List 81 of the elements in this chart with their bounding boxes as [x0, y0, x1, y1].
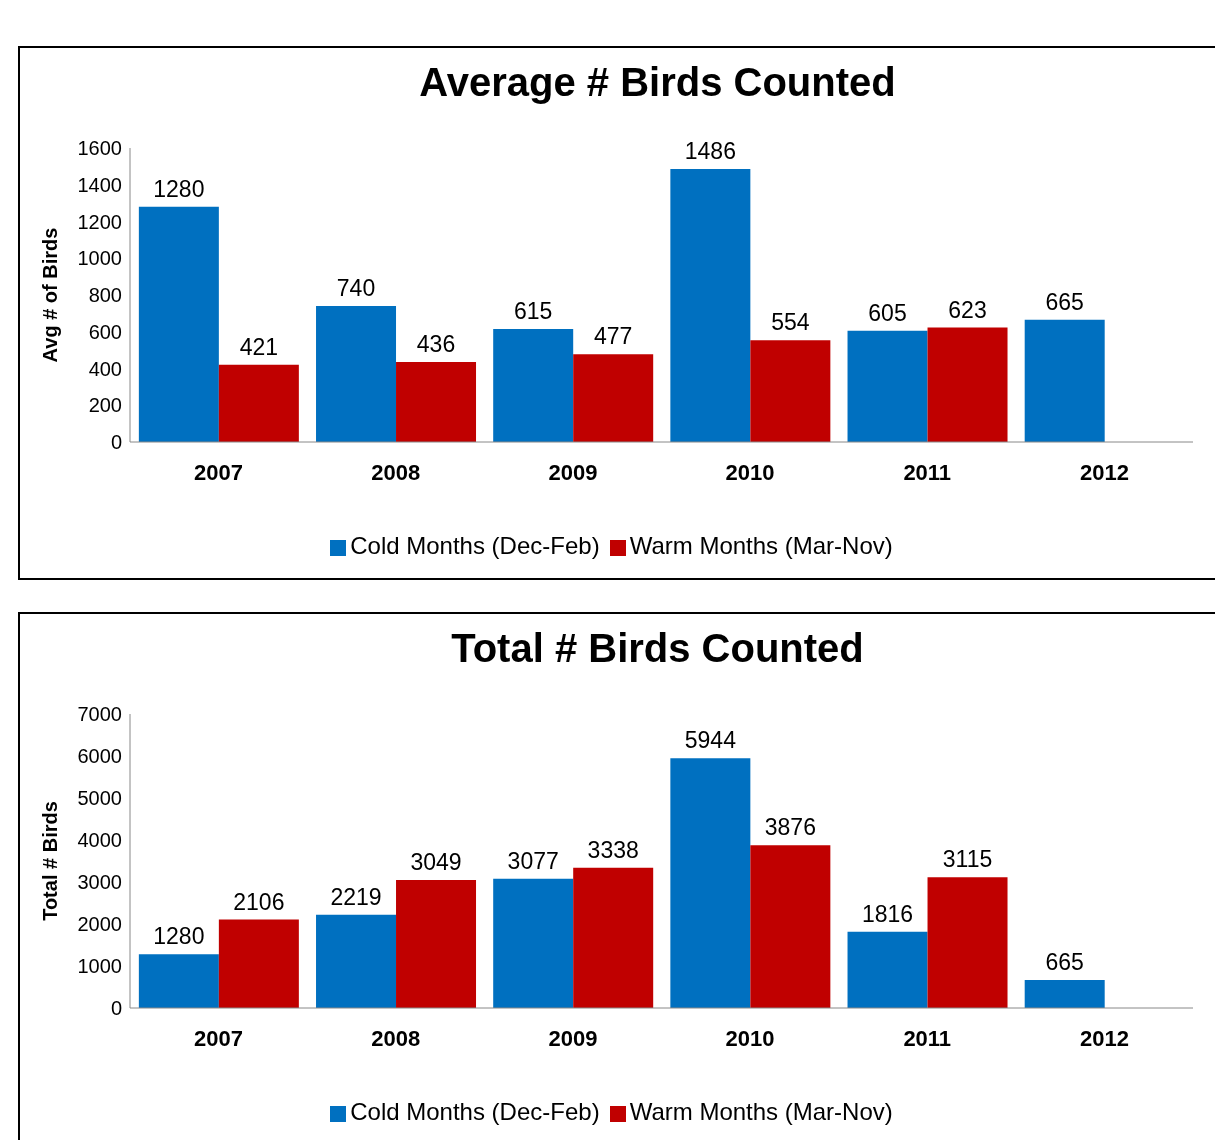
legend-label: Warm Months (Mar-Nov) — [629, 532, 893, 559]
bar — [396, 879, 477, 1008]
bar — [1024, 980, 1105, 1008]
bar — [927, 327, 1008, 442]
bar — [927, 877, 1008, 1008]
bar — [847, 931, 928, 1008]
bar — [218, 919, 299, 1008]
data-label: 605 — [868, 299, 907, 326]
y-tick-label: 800 — [88, 284, 122, 307]
y-axis-title: Avg # of Birds — [39, 227, 62, 363]
bar — [1024, 319, 1105, 442]
x-tick-label: 2007 — [194, 459, 244, 485]
data-label: 1280 — [153, 175, 205, 202]
x-tick-label: 2008 — [371, 1025, 421, 1051]
bar — [138, 206, 219, 442]
data-label: 1486 — [684, 137, 736, 164]
x-tick-label: 2012 — [1079, 1025, 1129, 1051]
legend-label: Warm Months (Mar-Nov) — [629, 1098, 893, 1125]
bar — [847, 330, 928, 442]
legend-label: Cold Months (Dec-Feb) — [350, 1098, 600, 1125]
chart-title: Total # Birds Counted — [450, 626, 865, 672]
y-tick-label: 200 — [88, 394, 122, 417]
data-label: 2106 — [233, 888, 285, 915]
y-tick-label: 5000 — [77, 787, 122, 810]
y-tick-label: 7000 — [77, 703, 122, 726]
bar — [750, 340, 831, 442]
data-label: 5944 — [684, 727, 737, 754]
data-label: 665 — [1045, 949, 1084, 976]
y-tick-label: 2000 — [77, 913, 122, 936]
y-tick-label: 1600 — [77, 137, 122, 160]
x-tick-label: 2008 — [371, 459, 421, 485]
data-label: 3077 — [507, 847, 559, 874]
bar — [493, 328, 574, 442]
data-label: 421 — [239, 333, 279, 360]
y-tick-label: 1000 — [77, 247, 122, 270]
bar — [573, 867, 654, 1008]
y-tick-label: 0 — [110, 997, 122, 1020]
data-label: 1280 — [153, 923, 205, 950]
x-tick-label: 2009 — [548, 1025, 598, 1051]
bar — [670, 168, 751, 442]
data-label: 1816 — [861, 900, 914, 927]
x-tick-label: 2012 — [1079, 459, 1129, 485]
data-label: 3049 — [410, 848, 462, 875]
bar — [573, 354, 654, 442]
data-label: 3115 — [942, 846, 993, 873]
x-tick-label: 2007 — [194, 1025, 244, 1051]
x-tick-label: 2011 — [903, 1025, 952, 1051]
bar — [316, 306, 397, 442]
data-label: 615 — [514, 297, 553, 324]
data-label: 436 — [416, 330, 456, 357]
data-label: 3876 — [764, 814, 816, 841]
bar — [670, 758, 751, 1008]
x-tick-label: 2011 — [903, 459, 952, 485]
bar — [218, 364, 299, 442]
data-label: 3338 — [587, 836, 639, 863]
bar — [750, 845, 831, 1008]
y-tick-label: 1200 — [77, 210, 122, 233]
y-tick-label: 1000 — [77, 955, 122, 978]
data-label: 554 — [771, 309, 810, 336]
data-label: 740 — [336, 275, 376, 302]
x-tick-label: 2010 — [725, 1025, 775, 1051]
data-label: 2219 — [330, 883, 382, 910]
bar — [396, 361, 477, 442]
data-label: 665 — [1045, 288, 1084, 315]
y-tick-label: 600 — [88, 320, 122, 343]
chart-title: Average # Birds Counted — [418, 60, 897, 106]
bar — [493, 878, 574, 1008]
legend-label: Cold Months (Dec-Feb) — [350, 532, 600, 559]
y-tick-label: 4000 — [77, 829, 122, 852]
bar — [316, 914, 397, 1008]
x-tick-label: 2010 — [725, 459, 775, 485]
y-tick-label: 1400 — [77, 173, 122, 196]
y-tick-label: 3000 — [77, 871, 122, 894]
y-axis-title: Total # Birds — [39, 801, 62, 921]
y-tick-label: 6000 — [77, 745, 122, 768]
y-tick-label: 0 — [110, 431, 122, 454]
y-tick-label: 400 — [88, 357, 122, 380]
data-label: 477 — [594, 323, 633, 350]
data-label: 623 — [948, 296, 987, 323]
x-tick-label: 2009 — [548, 459, 598, 485]
bar — [138, 954, 219, 1008]
